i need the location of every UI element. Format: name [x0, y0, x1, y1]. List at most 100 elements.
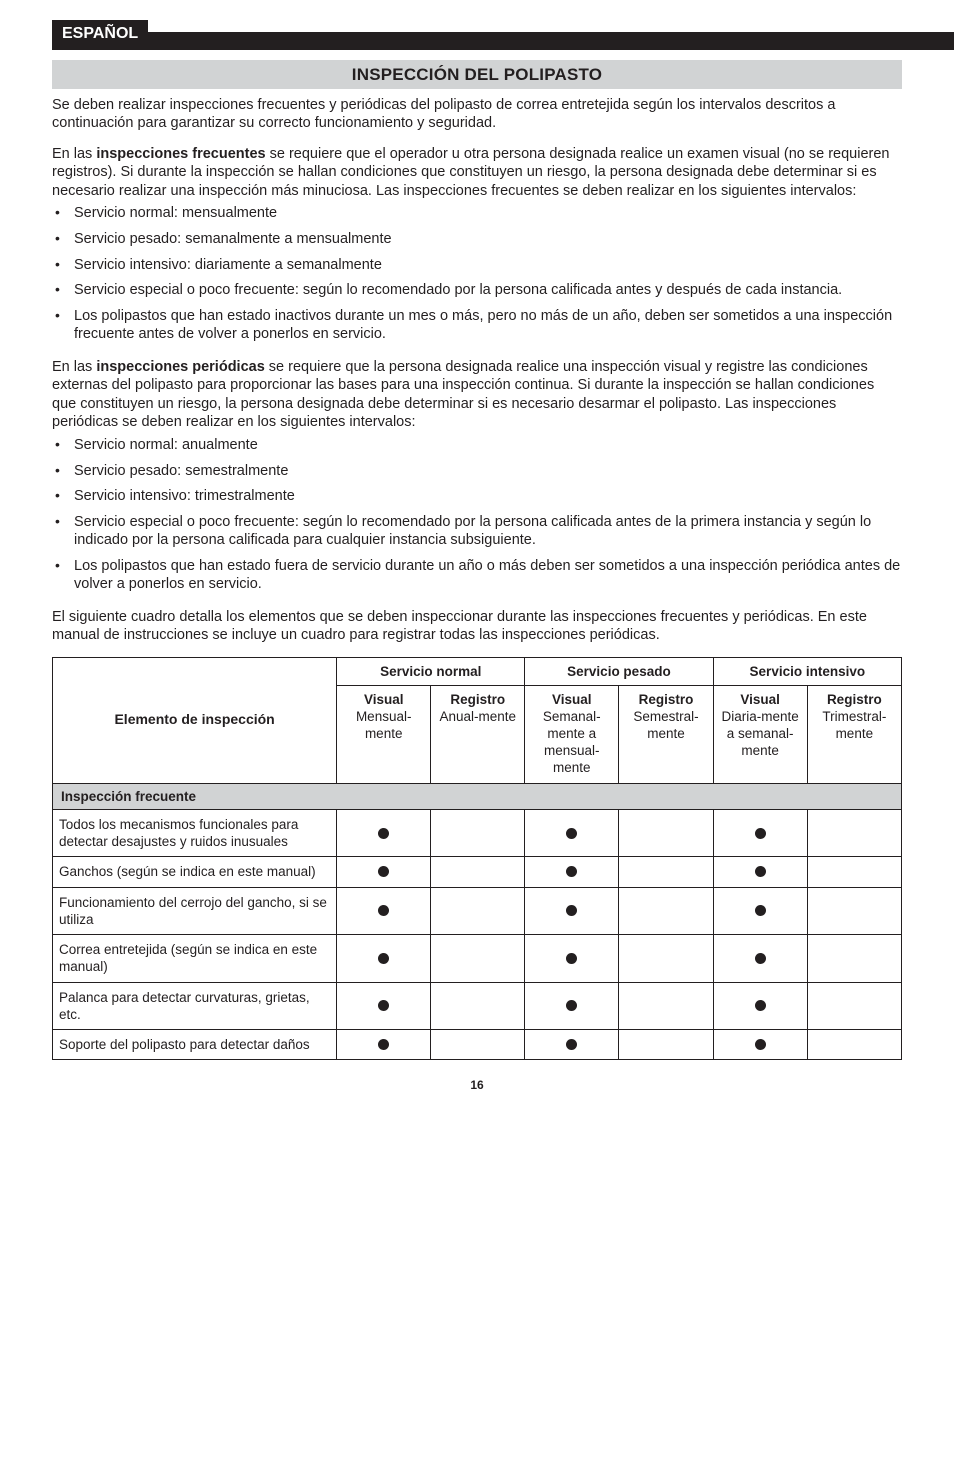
list-item: Servicio intensivo: diariamente a semana…	[52, 256, 902, 275]
text: Registro	[827, 692, 882, 707]
list-item: Los polipastos que han estado fuera de s…	[52, 557, 902, 594]
row-label: Correa entretejida (según se indica en e…	[53, 935, 337, 983]
dot-icon	[566, 905, 577, 916]
text: En las	[52, 146, 96, 162]
text: En las	[52, 359, 96, 375]
cell	[431, 935, 525, 983]
row-label: Funcionamiento del cerrojo del gancho, s…	[53, 887, 337, 935]
cell	[431, 809, 525, 857]
cell	[619, 857, 713, 887]
table-section-row: Inspección frecuente	[53, 783, 902, 809]
periodic-list: Servicio normal: anualmente Servicio pes…	[52, 436, 902, 594]
dot-icon	[755, 905, 766, 916]
list-item: Servicio especial o poco frecuente: segú…	[52, 281, 902, 300]
cell	[713, 935, 807, 983]
dot-icon	[566, 1000, 577, 1011]
header-bar	[52, 32, 954, 50]
dot-icon	[755, 1039, 766, 1050]
list-item: Servicio pesado: semestralmente	[52, 462, 902, 481]
cell	[337, 935, 431, 983]
cell	[337, 857, 431, 887]
dot-icon	[378, 866, 389, 877]
cell	[431, 887, 525, 935]
row-label: Todos los mecanismos funcionales para de…	[53, 809, 337, 857]
cell	[431, 1030, 525, 1060]
text: Semanal-mente a mensual-mente	[543, 709, 601, 775]
table-row: Funcionamiento del cerrojo del gancho, s…	[53, 887, 902, 935]
dot-icon	[566, 1039, 577, 1050]
periodic-paragraph: En las inspecciones periódicas se requie…	[52, 358, 902, 432]
sub-header: Visual Diaria-mente a semanal-mente	[713, 686, 807, 783]
dot-icon	[378, 828, 389, 839]
table-row: Todos los mecanismos funcionales para de…	[53, 809, 902, 857]
group-header: Servicio intensivo	[713, 657, 901, 685]
cell	[807, 982, 901, 1030]
list-item: Servicio normal: mensualmente	[52, 204, 902, 223]
cell	[525, 1030, 619, 1060]
dot-icon	[378, 1039, 389, 1050]
list-item: Servicio pesado: semanalmente a mensualm…	[52, 230, 902, 249]
sub-header: Registro Anual-mente	[431, 686, 525, 783]
cell	[619, 1030, 713, 1060]
dot-icon	[755, 953, 766, 964]
row-label: Ganchos (según se indica en este manual)	[53, 857, 337, 887]
cell	[525, 935, 619, 983]
text: Trimestral-mente	[822, 709, 886, 741]
dot-icon	[755, 1000, 766, 1011]
section-title: INSPECCIÓN DEL POLIPASTO	[52, 60, 902, 89]
text: Registro	[639, 692, 694, 707]
cell	[807, 935, 901, 983]
element-header: Elemento de inspección	[53, 657, 337, 783]
cell	[807, 857, 901, 887]
table-row: Soporte del polipasto para detectar daño…	[53, 1030, 902, 1060]
table-group-header: Elemento de inspección Servicio normal S…	[53, 657, 902, 685]
list-item: Servicio normal: anualmente	[52, 436, 902, 455]
cell	[713, 857, 807, 887]
text: Anual-mente	[439, 709, 516, 724]
cell	[337, 982, 431, 1030]
group-header: Servicio pesado	[525, 657, 713, 685]
cell	[807, 887, 901, 935]
cell	[713, 982, 807, 1030]
row-label: Palanca para detectar curvaturas, grieta…	[53, 982, 337, 1030]
frequent-list: Servicio normal: mensualmente Servicio p…	[52, 204, 902, 343]
language-tab: ESPAÑOL	[52, 20, 148, 47]
frequent-paragraph: En las inspecciones frecuentes se requie…	[52, 145, 902, 201]
table-row: Palanca para detectar curvaturas, grieta…	[53, 982, 902, 1030]
table-row: Ganchos (según se indica en este manual)	[53, 857, 902, 887]
list-item: Servicio intensivo: trimestralmente	[52, 487, 902, 506]
cell	[619, 982, 713, 1030]
cell	[337, 887, 431, 935]
text: Diaria-mente a semanal-mente	[722, 709, 799, 758]
dot-icon	[755, 828, 766, 839]
cell	[713, 1030, 807, 1060]
text: Mensual-mente	[356, 709, 412, 741]
closing-paragraph: El siguiente cuadro detalla los elemento…	[52, 608, 902, 645]
text: Visual	[740, 692, 780, 707]
dot-icon	[566, 866, 577, 877]
cell	[619, 809, 713, 857]
list-item: Servicio especial o poco frecuente: segú…	[52, 513, 902, 550]
cell	[713, 887, 807, 935]
cell	[525, 809, 619, 857]
cell	[525, 887, 619, 935]
bold-text: inspecciones frecuentes	[96, 146, 265, 162]
cell	[337, 1030, 431, 1060]
dot-icon	[378, 953, 389, 964]
row-label: Soporte del polipasto para detectar daño…	[53, 1030, 337, 1060]
inspection-table: Elemento de inspección Servicio normal S…	[52, 657, 902, 1061]
group-header: Servicio normal	[337, 657, 525, 685]
bold-text: inspecciones periódicas	[96, 359, 264, 375]
dot-icon	[566, 953, 577, 964]
text: Registro	[450, 692, 505, 707]
sub-header: VisualSemanal-mente a mensual-mente	[525, 686, 619, 783]
dot-icon	[755, 866, 766, 877]
list-item: Los polipastos que han estado inactivos …	[52, 307, 902, 344]
cell	[619, 935, 713, 983]
intro-paragraph: Se deben realizar inspecciones frecuente…	[52, 96, 902, 133]
sub-header: VisualMensual-mente	[337, 686, 431, 783]
dot-icon	[566, 828, 577, 839]
cell	[525, 857, 619, 887]
sub-header: Registro Trimestral-mente	[807, 686, 901, 783]
dot-icon	[378, 905, 389, 916]
